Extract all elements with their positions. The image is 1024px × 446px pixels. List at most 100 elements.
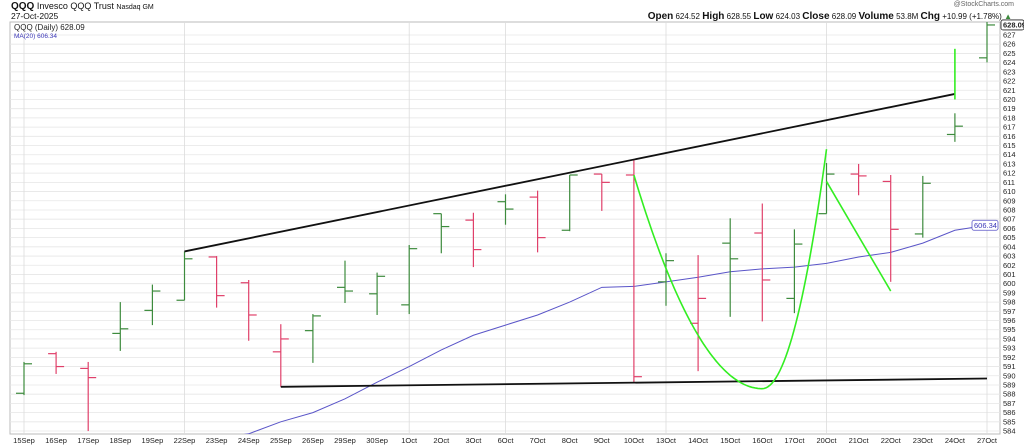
low-value: 624.03 [775, 12, 801, 21]
volume-value: 53.8M [896, 12, 919, 21]
chg-value: +10.99 (+1.78%) [942, 12, 1002, 21]
ohlc-bar [337, 260, 353, 304]
x-tick-label: 18Sep [109, 436, 131, 445]
trendline [184, 93, 956, 253]
x-tick-label: 16Sep [45, 436, 67, 445]
y-tick-label: 600 [1003, 279, 1016, 288]
ohlc-bar [208, 256, 225, 308]
y-tick-label: 603 [1003, 252, 1016, 261]
y-tick-label: 618 [1003, 113, 1016, 122]
x-tick-label: 8Oct [562, 436, 579, 445]
x-tick-label: 3Oct [465, 436, 482, 445]
y-tick-label: 597 [1003, 307, 1016, 316]
legend-ma: MA(20) 606.34 [14, 33, 57, 40]
ohlc-bar [272, 324, 289, 387]
ohlc-bar [401, 244, 418, 315]
ohlc-bar [946, 113, 963, 142]
ohlc-bar [979, 22, 995, 63]
ohlc-bar [850, 163, 867, 196]
ma20-line [243, 224, 988, 434]
ohlc-bar [786, 229, 803, 314]
x-tick-label: 30Sep [366, 436, 388, 445]
x-tick-label: 13Oct [656, 436, 677, 445]
y-tick-label: 625 [1003, 49, 1016, 58]
y-tick-label: 601 [1003, 270, 1016, 279]
y-tick-label: 593 [1003, 344, 1016, 353]
y-tick-label: 588 [1003, 390, 1016, 399]
y-tick-label: 615 [1003, 141, 1016, 150]
high-label: High [702, 11, 725, 22]
y-tick-label: 589 [1003, 380, 1016, 389]
x-tick-label: 14Oct [688, 436, 709, 445]
ohlc-bar [561, 174, 578, 232]
ohlc-bar [529, 190, 546, 253]
y-tick-label: 608 [1003, 205, 1016, 214]
ohlc-bar [433, 213, 450, 254]
x-tick-label: 6Oct [498, 436, 515, 445]
close-value: 628.09 [831, 12, 857, 21]
x-tick-label: 2Oct [433, 436, 450, 445]
ohlc-bar [593, 173, 610, 211]
ohlc-bar [465, 212, 482, 268]
ohlc-bar [240, 279, 257, 341]
y-tick-label: 609 [1003, 196, 1016, 205]
y-tick-label: 598 [1003, 298, 1016, 307]
y-tick-label: 619 [1003, 104, 1016, 113]
x-tick-label: 23Oct [913, 436, 934, 445]
y-tick-label: 586 [1003, 408, 1016, 417]
volume-label: Volume [858, 11, 894, 22]
close-label: Close [802, 11, 830, 22]
open-label: Open [647, 11, 674, 22]
ohlc-bar [80, 361, 97, 432]
y-tick-label: 620 [1003, 95, 1016, 104]
x-tick-label: 16Oct [752, 436, 773, 445]
annotation-line [825, 181, 892, 292]
y-tick-label: 624 [1003, 58, 1016, 67]
chart-title: QQQ Invesco QQQ Trust Nasdaq GM [11, 1, 154, 12]
last-price-label: 628.09 [1003, 20, 1024, 29]
y-tick-label: 604 [1003, 242, 1016, 251]
y-tick-label: 595 [1003, 325, 1016, 334]
x-tick-label: 9Oct [594, 436, 611, 445]
y-tick-label: 594 [1003, 334, 1016, 343]
x-tick-label: 25Sep [270, 436, 292, 445]
x-tick-label: 19Sep [142, 436, 164, 445]
y-tick-label: 584 [1003, 427, 1016, 436]
ohlc-bar [48, 351, 65, 374]
ohlc-bar [818, 163, 835, 215]
y-tick-label: 626 [1003, 40, 1016, 49]
x-tick-label: 1Oct [401, 436, 418, 445]
low-label: Low [753, 11, 774, 22]
y-tick-label: 623 [1003, 67, 1016, 76]
x-tick-label: 26Sep [302, 436, 324, 445]
y-tick-label: 611 [1003, 178, 1015, 187]
x-tick-label: 15Oct [720, 436, 741, 445]
x-tick-label: 20Oct [816, 436, 837, 445]
x-tick-label: 27Oct [977, 436, 998, 445]
ohlc-bar [625, 160, 642, 383]
y-tick-label: 607 [1003, 215, 1016, 224]
x-tick-label: 15Sep [13, 436, 35, 445]
x-tick-label: 23Sep [206, 436, 228, 445]
ohlc-bar [722, 218, 739, 317]
y-tick-label: 585 [1003, 417, 1016, 426]
x-tick-label: 17Sep [77, 436, 99, 445]
x-tick-label: 29Sep [334, 436, 356, 445]
ohlc-bar [144, 284, 161, 326]
y-tick-label: 592 [1003, 353, 1016, 362]
y-tick-label: 610 [1003, 187, 1016, 196]
y-tick-label: 602 [1003, 261, 1016, 270]
y-tick-label: 591 [1003, 362, 1016, 371]
ohlc-bar [754, 203, 771, 322]
ma-value-label: 606.34 [974, 221, 997, 230]
ohlc-bar [176, 251, 193, 301]
y-tick-label: 617 [1003, 123, 1016, 132]
y-tick-label: 590 [1003, 371, 1016, 380]
ohlc-bar [16, 361, 32, 396]
x-tick-label: 22Sep [174, 436, 196, 445]
ohlc-bar [497, 194, 514, 225]
y-tick-label: 587 [1003, 399, 1016, 408]
x-tick-label: 17Oct [784, 436, 805, 445]
x-tick-label: 24Sep [238, 436, 260, 445]
ohlc-bar [369, 272, 386, 315]
